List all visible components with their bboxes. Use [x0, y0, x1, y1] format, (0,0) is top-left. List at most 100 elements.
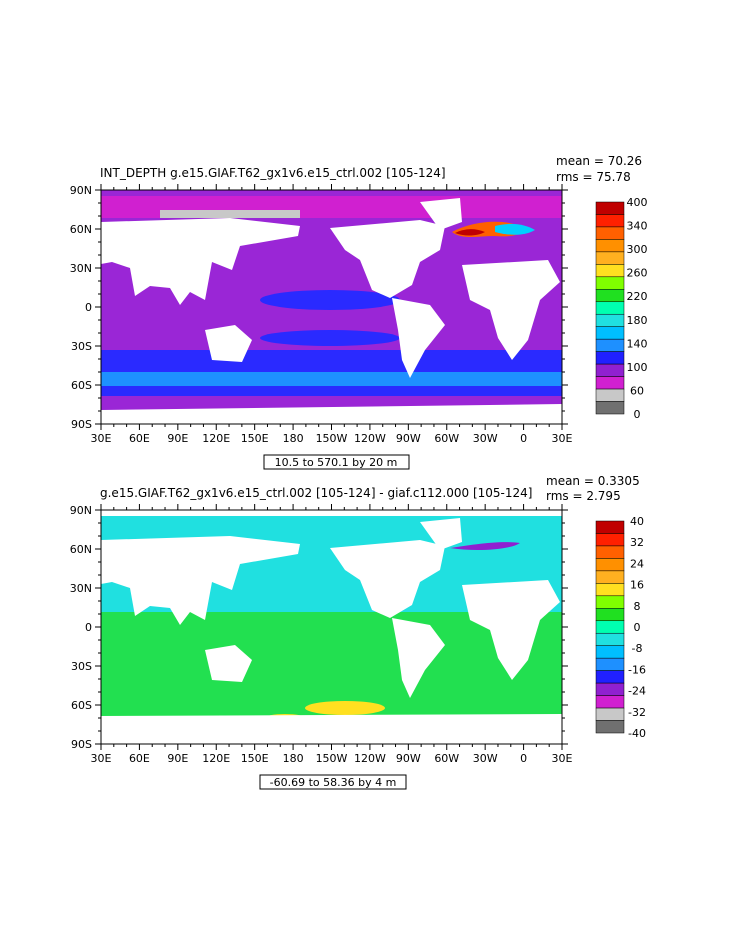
y-tick-label: 0 [85, 301, 92, 314]
rms-label: rms = 2.795 [546, 489, 621, 503]
y-tick-label: 30N [70, 262, 92, 275]
y-tick-label: 90N [70, 184, 92, 197]
land-north-america [330, 220, 445, 298]
range-label: -60.69 to 58.36 by 4 m [270, 776, 397, 789]
panel-difference: g.e15.GIAF.T62_gx1v6.e15_ctrl.002 [105-1… [70, 474, 646, 790]
panel-title: g.e15.GIAF.T62_gx1v6.e15_ctrl.002 [105-1… [100, 486, 532, 500]
x-tick-label: 180 [283, 752, 304, 765]
colorbar-label: 0 [634, 408, 641, 421]
x-axis-ticks: 30E 60E 90E 120E 150E 180 150W 120W 90W 60W 30W 0 30… [91, 504, 573, 765]
y-tick-label: 30S [71, 340, 92, 353]
x-tick-label: 150W [316, 752, 348, 765]
colorbar-label: 24 [630, 557, 644, 570]
arctic-gap [160, 210, 300, 218]
y-tick-label: 60S [71, 699, 92, 712]
y-tick-label: 90S [71, 418, 92, 431]
colorbar-label: 340 [627, 220, 648, 233]
colorbar-swatch [595, 645, 625, 659]
map-field [101, 510, 562, 744]
land-masses [101, 198, 562, 424]
colorbar-label: 60 [630, 384, 644, 397]
x-tick-label: 180 [283, 432, 304, 445]
x-tick-label: 90E [167, 432, 188, 445]
colorbar-swatch [595, 388, 625, 402]
x-tick-label: 120E [202, 752, 230, 765]
x-tick-label: 150E [241, 432, 269, 445]
colorbar-label: 300 [627, 243, 648, 256]
colorbar-label: 40 [630, 515, 644, 528]
mean-label: mean = 0.3305 [546, 474, 640, 488]
colorbar-label: -16 [628, 663, 646, 676]
colorbar-swatch [595, 670, 625, 684]
colorbar-swatch [595, 520, 625, 534]
colorbar-swatch [595, 201, 625, 215]
y-axis-ticks: 90N 60N 30N 0 30S 60S 90S [70, 184, 568, 431]
land-masses [101, 510, 562, 744]
x-tick-label: 30E [552, 752, 573, 765]
colorbar-swatch [595, 583, 625, 597]
north-atlantic-cyan [495, 223, 535, 235]
colorbar-label: 400 [627, 196, 648, 209]
x-tick-label: 90W [396, 752, 421, 765]
colorbar-swatch [595, 264, 625, 278]
north-atlantic-core [455, 229, 485, 236]
x-tick-label: 30W [473, 752, 498, 765]
x-tick-label: 60E [129, 752, 150, 765]
land-antarctica [101, 404, 562, 424]
x-tick-label: 120W [354, 432, 386, 445]
colorbar-label: -32 [628, 706, 646, 719]
range-label-box [259, 774, 407, 790]
land-australia [205, 645, 252, 682]
y-tick-label: 90S [71, 738, 92, 751]
x-tick-label: 30W [473, 432, 498, 445]
colorbar-label: -24 [628, 685, 646, 698]
north-atlantic-anomaly [450, 542, 520, 551]
x-tick-label: 60E [129, 432, 150, 445]
land-eurasia [101, 218, 300, 305]
colorbar-swatch [595, 239, 625, 253]
colorbar-swatch [595, 682, 625, 696]
southern-yellow [305, 701, 385, 715]
colorbar-swatch [595, 620, 625, 634]
colorbar-swatch [595, 326, 625, 340]
mean-label: mean = 70.26 [556, 154, 642, 168]
x-tick-label: 0 [520, 432, 527, 445]
land-eurasia [101, 536, 300, 625]
colorbar-label: -40 [628, 727, 646, 740]
y-axis-ticks: 90N 60N 30N 0 30S 60S 90S [70, 504, 568, 751]
colorbar-swatch [595, 313, 625, 327]
colorbar-swatch [595, 226, 625, 240]
colorbar-swatch [595, 595, 625, 609]
colorbar-label: 0 [634, 621, 641, 634]
colorbar-swatch [595, 401, 625, 415]
colorbar-swatch [595, 376, 625, 390]
rms-label: rms = 75.78 [556, 170, 631, 184]
land-arctic [101, 510, 562, 516]
x-tick-label: 30E [91, 752, 112, 765]
colorbar-label: 8 [634, 600, 641, 613]
land-africa [462, 260, 560, 360]
colorbar-label: 100 [627, 361, 648, 374]
colorbar-label: 220 [627, 290, 648, 303]
pacific-shallow [260, 290, 400, 310]
colorbar-swatch [595, 251, 625, 265]
colorbar-swatch [595, 570, 625, 584]
x-tick-label: 0 [520, 752, 527, 765]
y-tick-label: 60S [71, 379, 92, 392]
colorbar-label: 32 [630, 536, 644, 549]
colorbar-swatch [595, 214, 625, 228]
x-axis-ticks: 30E 60E 90E 120E 150E 180 150W 120W 90W 60W 30W 0 30… [91, 184, 573, 445]
colorbar-label: 260 [627, 267, 648, 280]
colorbar-label: 16 [630, 579, 644, 592]
x-tick-label: 120E [202, 432, 230, 445]
colorbar-label: -8 [632, 642, 643, 655]
colorbar: 40 32 24 16 8 0 -8 -16 -24 -32 -40 [595, 515, 646, 740]
colorbar-label: 140 [627, 337, 648, 350]
land-south-america [392, 298, 445, 378]
y-tick-label: 30N [70, 582, 92, 595]
x-tick-label: 60W [434, 432, 459, 445]
x-tick-label: 150W [316, 432, 348, 445]
y-tick-label: 90N [70, 504, 92, 517]
circumpolar-band [101, 372, 562, 386]
colorbar-swatch [595, 363, 625, 377]
